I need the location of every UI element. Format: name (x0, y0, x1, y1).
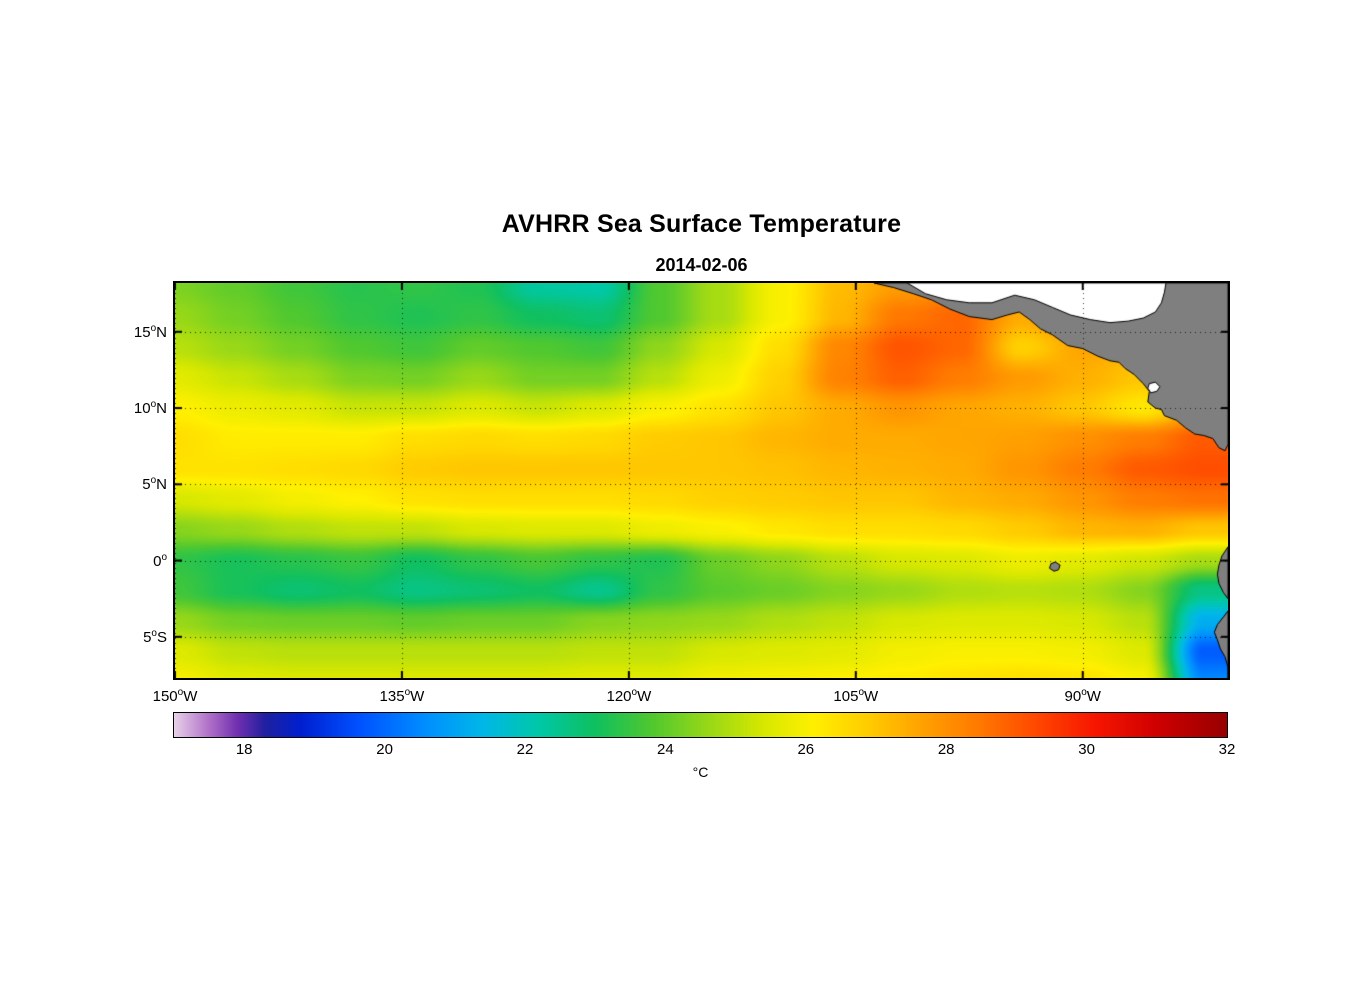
colorbar-tick-label: 22 (516, 741, 534, 758)
colorbar-tick-label: 18 (235, 741, 253, 758)
x-tick-label: 120oW (606, 687, 652, 705)
x-tick-label: 90oW (1064, 687, 1101, 705)
colorbar-gradient-canvas (174, 713, 1227, 737)
y-tick-label: 5oN (142, 475, 167, 494)
colorbar-tick-label: 30 (1078, 741, 1095, 758)
colorbar-tick-label: 26 (797, 741, 815, 758)
sst-heatmap-canvas (175, 283, 1228, 678)
y-tick-label: 5oS (143, 627, 167, 646)
y-tick-label: 0o (153, 551, 167, 570)
colorbar-tick-label: 20 (376, 741, 393, 758)
colorbar-tick-label: 28 (937, 741, 955, 758)
colorbar-tick-label: 24 (657, 741, 674, 758)
colorbar-tick-label: 32 (1218, 741, 1236, 758)
map-plot-area (173, 281, 1230, 680)
x-tick-label: 105oW (833, 687, 879, 705)
y-tick-label: 10oN (133, 399, 167, 418)
chart-subtitle: 2014-02-06 (655, 255, 748, 275)
colorbar-unit-label: °C (692, 764, 709, 780)
y-tick-label: 15oN (133, 322, 167, 341)
x-tick-label: 150oW (152, 687, 198, 705)
colorbar (173, 712, 1228, 738)
x-tick-label: 135oW (379, 687, 425, 705)
chart-title: AVHRR Sea Surface Temperature (501, 210, 902, 238)
